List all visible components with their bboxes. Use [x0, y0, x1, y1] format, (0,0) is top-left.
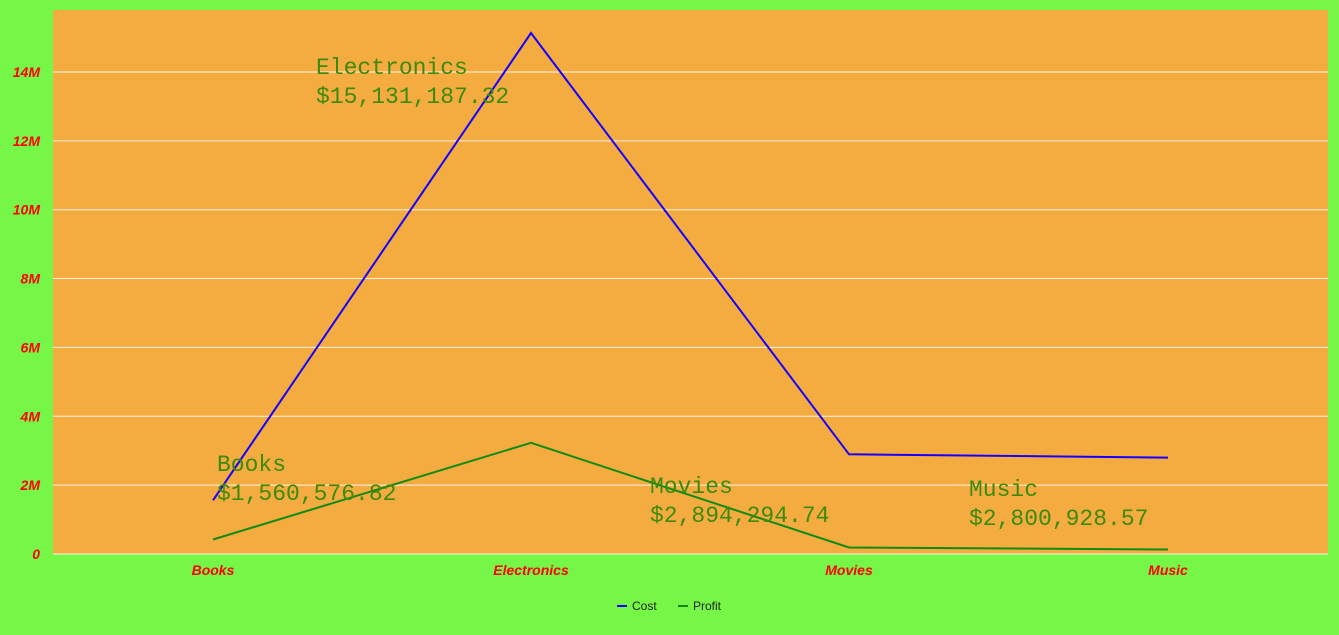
y-tick-label: 0 [32, 546, 40, 562]
plot-area [53, 10, 1328, 554]
annotations: Books $1,560,576.82 Electronics $15,131,187… [217, 55, 1148, 532]
gridlines [53, 71, 1328, 555]
y-tick-label: 14M [13, 64, 41, 80]
annotation-name: Music [969, 477, 1038, 503]
legend-item-profit[interactable]: Profit [678, 599, 722, 613]
y-tick-label: 12M [13, 133, 41, 149]
annotation-value: $2,894,294.74 [650, 503, 829, 529]
legend-label: Cost [632, 599, 657, 613]
annotation-value: $2,800,928.57 [969, 506, 1148, 532]
x-tick-label: Electronics [493, 562, 569, 578]
annotation-value: $1,560,576.82 [217, 481, 396, 507]
y-tick-label: 4M [20, 408, 41, 424]
y-axis: 0 2M 4M 6M 8M 10M 12M 14M [13, 64, 41, 562]
x-tick-label: Movies [825, 562, 873, 578]
annotation-value: $15,131,187.32 [316, 84, 509, 110]
y-tick-label: 6M [21, 339, 41, 355]
series-lines [212, 31, 1169, 551]
series-line-profit[interactable] [212, 441, 1169, 551]
annotation-name: Movies [650, 474, 733, 500]
x-tick-label: Books [192, 562, 235, 578]
y-tick-label: 8M [21, 271, 41, 287]
y-tick-label: 2M [20, 477, 41, 493]
legend-item-cost[interactable]: Cost [617, 599, 657, 613]
annotation-name: Books [217, 452, 286, 478]
legend[interactable]: Cost Profit [617, 599, 722, 613]
legend-label: Profit [693, 599, 722, 613]
x-tick-label: Music [1148, 562, 1188, 578]
x-axis: Books Electronics Movies Music [192, 562, 1188, 578]
y-tick-label: 10M [13, 202, 41, 218]
series-line-cost[interactable] [212, 31, 1169, 501]
annotation-name: Electronics [316, 55, 468, 81]
